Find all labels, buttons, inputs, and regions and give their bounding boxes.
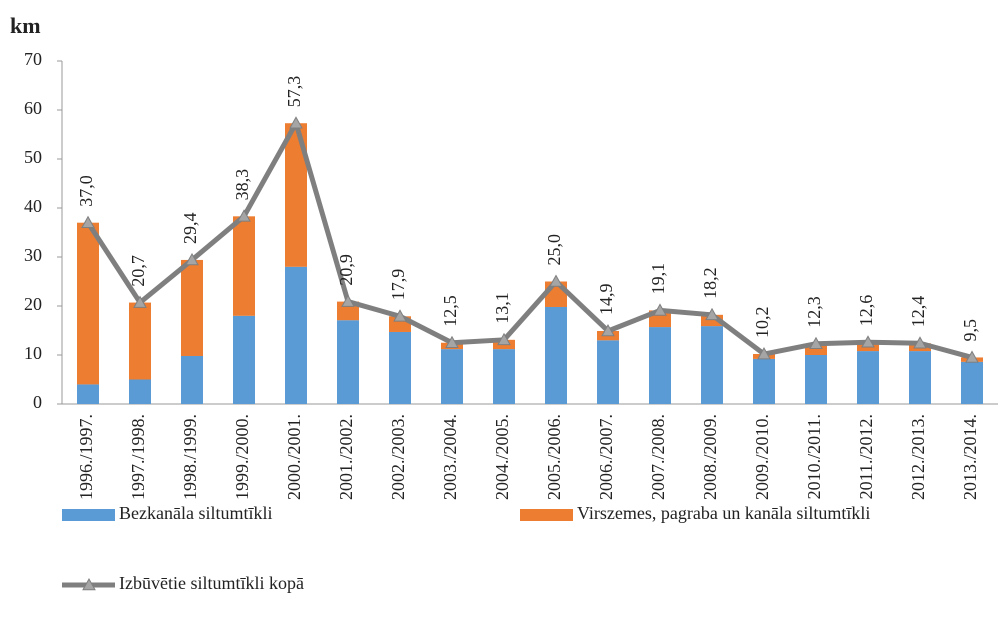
data-label: 12,6 (856, 295, 876, 327)
y-tick-label: 30 (24, 245, 42, 265)
bar (389, 331, 411, 404)
y-tick-label: 40 (24, 196, 42, 216)
bar (181, 259, 203, 356)
data-label: 12,3 (804, 296, 824, 328)
marker (549, 274, 563, 287)
data-label: 38,3 (232, 169, 252, 201)
data-label: 13,1 (492, 292, 512, 324)
data-label: 20,9 (336, 254, 356, 286)
bar (129, 302, 151, 380)
marker (133, 295, 147, 308)
bar (805, 355, 827, 404)
x-tick-label: 2010./2011. (804, 414, 824, 499)
bar (441, 349, 463, 404)
y-tick-label: 60 (24, 98, 42, 118)
marker (601, 323, 615, 337)
bar (597, 340, 619, 404)
bar (77, 384, 99, 404)
legend-label: Virszemes, pagraba un kanāla siltumtīkli (577, 503, 870, 523)
x-tick-label: 2000./2001. (284, 414, 304, 500)
bar (77, 222, 99, 385)
bar (701, 314, 723, 327)
x-tick-label: 2013./2014. (960, 414, 980, 500)
marker (81, 215, 95, 228)
data-label: 57,3 (284, 76, 304, 108)
bar (753, 358, 775, 404)
legend-marker (82, 577, 96, 591)
bar (233, 315, 255, 404)
bar (181, 355, 203, 404)
bar (545, 306, 567, 404)
legend-label: Izbūvētie siltumtīkli kopā (119, 573, 304, 593)
data-label: 10,2 (752, 307, 772, 339)
x-tick-label: 1996./1997. (76, 414, 96, 500)
bar (909, 351, 931, 404)
marker (445, 335, 459, 349)
x-tick-label: 2005./2006. (544, 414, 564, 500)
marker (965, 350, 979, 363)
data-label: 12,5 (440, 295, 460, 327)
x-tick-label: 2011./2012. (856, 414, 876, 499)
bar (129, 379, 151, 404)
x-tick-label: 2002./2003. (388, 414, 408, 500)
marker (705, 307, 719, 321)
y-tick-label: 10 (24, 343, 42, 363)
data-label: 9,5 (960, 319, 980, 342)
x-tick-label: 2003./2004. (440, 414, 460, 500)
y-tick-label: 20 (24, 294, 42, 314)
marker (653, 303, 667, 316)
bar (493, 349, 515, 404)
marker (913, 336, 927, 349)
x-tick-label: 2007./2008. (648, 414, 668, 500)
data-label: 18,2 (700, 267, 720, 299)
marker (289, 116, 303, 129)
y-axis-title: km (10, 13, 41, 38)
bar (233, 216, 255, 316)
y-tick-label: 0 (33, 392, 42, 412)
marker (341, 294, 355, 307)
x-tick-label: 2009./2010. (752, 414, 772, 500)
marker (757, 346, 771, 360)
marker (861, 335, 875, 348)
marker (497, 332, 511, 346)
legend-label: Bezkanāla siltumtīkli (119, 503, 272, 523)
x-tick-label: 2006./2007. (596, 414, 616, 500)
data-label: 17,9 (388, 269, 408, 301)
data-label: 14,9 (596, 283, 616, 315)
legend-swatch (520, 509, 573, 521)
bar (961, 361, 983, 404)
x-tick-label: 2001./2002. (336, 414, 356, 500)
x-tick-label: 2008./2009. (700, 414, 720, 500)
bar (805, 343, 827, 355)
data-label: 19,1 (648, 263, 668, 295)
x-tick-label: 2004./2005. (492, 414, 512, 500)
y-tick-label: 70 (24, 49, 42, 69)
line (85, 120, 973, 360)
x-tick-label: 1998./1999. (180, 414, 200, 500)
marker (809, 336, 823, 350)
data-label: 12,4 (908, 296, 928, 328)
marker (185, 252, 199, 266)
x-tick-label: 1999./2000. (232, 414, 252, 500)
bar (701, 326, 723, 404)
bar (285, 123, 307, 267)
x-tick-label: 2012./2013. (908, 414, 928, 500)
x-tick-label: 1997./1998. (128, 414, 148, 500)
y-tick-label: 50 (24, 147, 42, 167)
bar (285, 266, 307, 404)
marker (237, 209, 251, 222)
bar (337, 320, 359, 404)
data-label: 20,7 (128, 255, 148, 287)
legend-swatch (62, 509, 115, 521)
marker (393, 309, 407, 322)
data-label: 37,0 (76, 175, 96, 207)
bar (857, 351, 879, 404)
bar (649, 327, 671, 404)
data-label: 25,0 (544, 234, 564, 266)
data-label: 29,4 (180, 212, 200, 244)
